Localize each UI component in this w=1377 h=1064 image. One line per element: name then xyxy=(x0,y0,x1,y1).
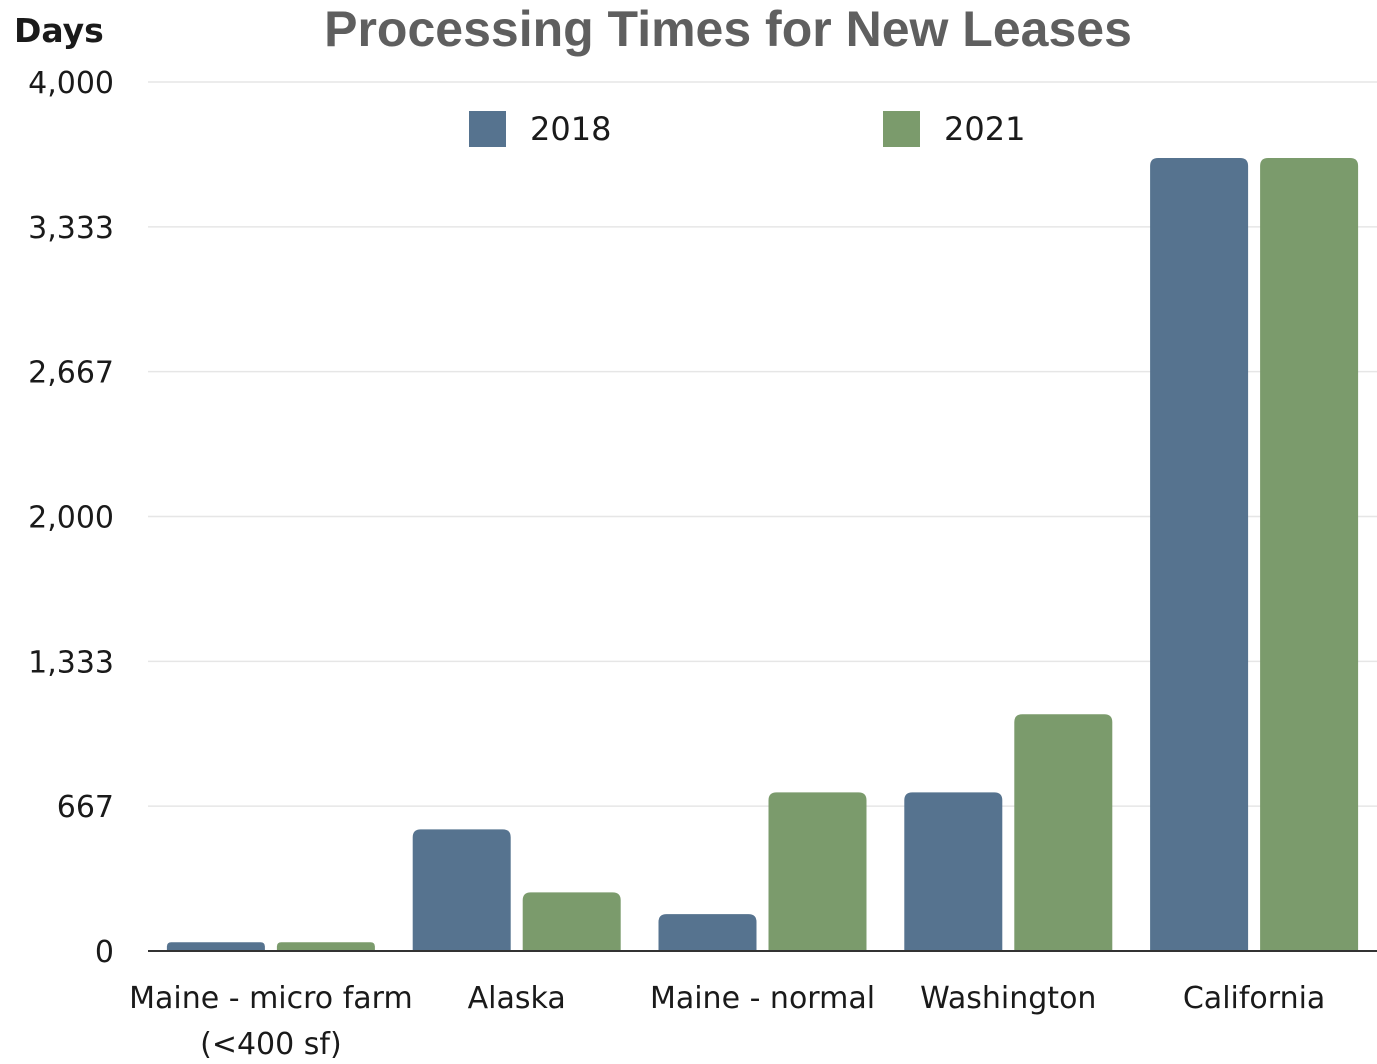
y-tick-label: 4,000 xyxy=(28,66,114,101)
bar-2018 xyxy=(1150,158,1249,952)
bar-2018 xyxy=(166,942,265,951)
y-tick-label: 2,667 xyxy=(28,356,114,391)
y-axis-label: Days xyxy=(14,11,104,50)
bar-2018 xyxy=(658,914,757,951)
bars xyxy=(166,158,1359,952)
legend: 2018 2021 xyxy=(469,110,1025,148)
category-label: Alaska xyxy=(468,981,566,1016)
category-label: (<400 sf) xyxy=(200,1027,342,1062)
legend-swatch xyxy=(469,111,506,147)
category-labels: Maine - micro farm (<400 sf) Alaska Maine -… xyxy=(129,981,1325,1062)
y-tick-label: 0 xyxy=(95,935,114,970)
category-label: California xyxy=(1183,981,1325,1016)
y-tick-labels: 0 667 1,333 2,000 2,667 3,333 4,000 xyxy=(28,66,114,970)
bar-2021 xyxy=(1014,714,1113,951)
y-tick-label: 2,000 xyxy=(28,501,114,536)
legend-label: 2021 xyxy=(944,110,1025,148)
y-tick-label: 1,333 xyxy=(28,645,114,680)
category-label: Washington xyxy=(920,981,1096,1016)
y-tick-label: 667 xyxy=(57,790,114,825)
bar-2018 xyxy=(904,792,1003,951)
legend-label: 2018 xyxy=(530,110,611,148)
category-label: Maine - normal xyxy=(650,981,875,1016)
bar-2021 xyxy=(768,792,867,951)
bar-2021 xyxy=(522,892,621,951)
y-tick-label: 3,333 xyxy=(28,211,114,246)
category-label: Maine - micro farm xyxy=(129,981,413,1016)
bar-2021 xyxy=(276,942,375,951)
bar-2018 xyxy=(412,829,511,951)
bar-2021 xyxy=(1260,158,1359,952)
legend-swatch xyxy=(883,111,920,147)
chart-title: Processing Times for New Leases xyxy=(324,1,1132,57)
